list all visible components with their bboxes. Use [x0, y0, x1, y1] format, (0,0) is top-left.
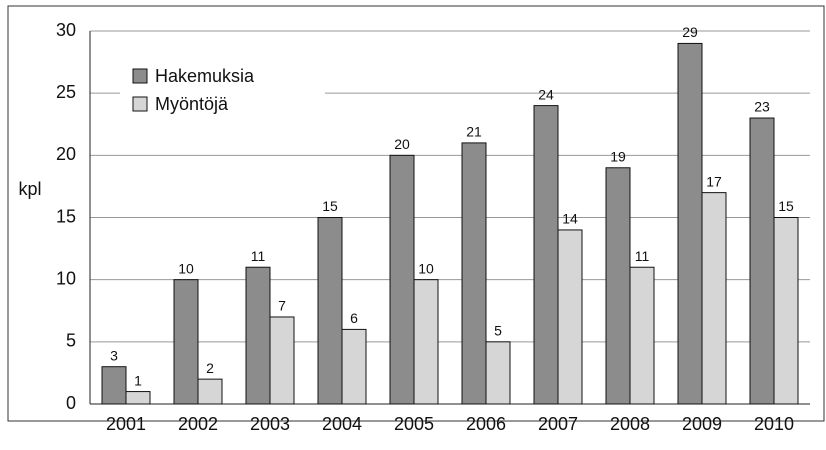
bar — [461, 142, 487, 405]
x-tick-label: 2003 — [250, 414, 290, 434]
data-label: 15 — [322, 198, 338, 214]
y-tick-label: 20 — [56, 144, 76, 164]
y-tick-label: 10 — [56, 268, 76, 288]
bar — [557, 229, 583, 405]
x-tick-label: 2001 — [106, 414, 146, 434]
bar — [701, 192, 727, 405]
x-tick-label: 2002 — [178, 414, 218, 434]
x-tick-label: 2009 — [682, 414, 722, 434]
y-tick-label: 0 — [66, 393, 76, 413]
x-tick-label: 2004 — [322, 414, 362, 434]
data-label: 11 — [251, 248, 266, 264]
data-label: 10 — [418, 260, 434, 276]
data-label: 21 — [466, 124, 482, 140]
y-tick-label: 25 — [56, 82, 76, 102]
bar — [269, 316, 295, 405]
bar — [485, 341, 511, 405]
bar — [317, 217, 343, 405]
data-label: 19 — [610, 148, 626, 164]
data-label: 17 — [706, 173, 722, 189]
bar — [773, 217, 799, 405]
bar — [413, 279, 439, 405]
data-label: 14 — [562, 211, 578, 227]
bar — [389, 154, 415, 405]
data-label: 10 — [178, 260, 194, 276]
data-label: 2 — [206, 360, 214, 376]
bar — [749, 117, 775, 405]
bar — [629, 266, 655, 405]
bar — [173, 279, 199, 405]
x-tick-label: 2006 — [466, 414, 506, 434]
y-tick-label: 15 — [56, 206, 76, 226]
x-tick-label: 2005 — [394, 414, 434, 434]
x-tick-label: 2008 — [610, 414, 650, 434]
bar — [101, 366, 127, 405]
bar — [197, 378, 223, 405]
bar — [605, 167, 631, 405]
y-axis-label: kpl — [18, 179, 41, 199]
bar — [677, 42, 703, 405]
data-label: 24 — [538, 86, 554, 102]
legend-label: Myöntöjä — [155, 94, 229, 114]
y-tick-label: 5 — [66, 331, 76, 351]
data-label: 20 — [394, 136, 410, 152]
frame — [7, 5, 825, 422]
data-label: 29 — [682, 24, 698, 40]
data-label: 23 — [754, 99, 770, 115]
legend-swatch — [132, 96, 148, 112]
x-tick-label: 2010 — [754, 414, 794, 434]
data-label: 3 — [110, 347, 118, 363]
y-tick-label: 30 — [56, 20, 76, 40]
bar — [341, 328, 367, 405]
bar — [125, 391, 151, 405]
data-label: 7 — [278, 298, 286, 314]
data-label: 15 — [778, 198, 794, 214]
legend-swatch — [132, 68, 148, 84]
data-label: 1 — [134, 372, 142, 388]
x-tick-label: 2007 — [538, 414, 578, 434]
bar — [245, 266, 271, 405]
data-label: 11 — [635, 248, 650, 264]
legend-label: Hakemuksia — [155, 66, 255, 86]
legend-box — [120, 55, 325, 125]
bar — [533, 105, 559, 405]
data-label: 6 — [350, 310, 358, 326]
data-label: 5 — [494, 323, 502, 339]
